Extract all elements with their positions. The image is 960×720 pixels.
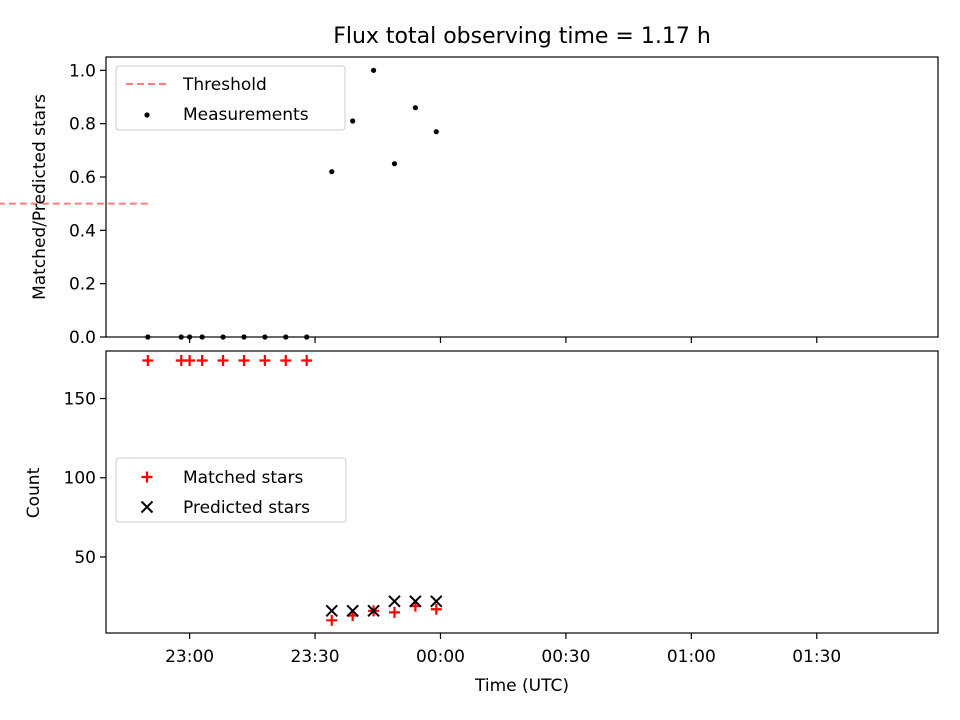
legend-label: Threshold [182,75,267,95]
legend-box [115,65,346,131]
predicted-point [346,604,359,618]
measurement-point [370,67,377,73]
y-tick-label: 0.6 [69,168,96,188]
matched-point [430,603,442,615]
y-tick-label: 0.2 [69,275,96,295]
matched-point [217,355,229,367]
axes-frame [105,350,939,634]
x-tick-label: 01:00 [667,647,716,667]
legend-predicted-swatch [140,500,154,514]
y-axis-label-bottom: Count [24,467,44,518]
y-tick-label: 0.8 [69,115,96,135]
matched-point [259,355,271,367]
predicted-point [367,604,380,618]
measurement-point [350,118,356,124]
matched-point [388,606,400,618]
bottom-panel: 50 100 150 23:00 23:30 00:00 00:30 01:00 01:30 Ma… [64,350,939,667]
predicted-point [430,595,443,608]
top-panel: 0.0 0.2 0.4 0.6 0.8 1.0 Threshold Measurements [0,56,939,348]
y-tick-label: 1.0 [69,61,96,81]
y-tick-label: 50 [74,548,96,568]
legend-label: Matched stars [183,468,303,488]
y-tick-label: 0.4 [69,221,96,241]
matched-point [326,614,338,626]
x-tick-label: 23:00 [165,647,214,667]
measurement-point [412,105,418,111]
chart-title: Flux total observing time = 1.17 h [333,24,711,49]
y-tick-label: 100 [64,469,96,489]
legend-box [115,457,347,523]
x-tick-label: 00:00 [416,647,465,667]
matched-point [280,355,292,367]
matched-point [301,355,313,367]
matched-point [196,355,208,367]
x-tick-label: 00:30 [541,647,590,667]
measurement-point [391,161,398,167]
axes-frame [105,56,939,338]
y-axis-label-top: Matched/Predicted stars [30,94,50,300]
x-tick-label: 23:30 [291,647,340,667]
measurement-point [433,129,439,135]
x-axis-label: Time (UTC) [474,676,569,696]
legend-label: Measurements [183,105,309,125]
legend: Threshold Measurements [115,65,346,131]
y-tick-label: 0.0 [69,328,96,348]
x-tick-label: 01:30 [792,647,841,667]
matched-point [184,355,196,367]
legend-matched-swatch [141,471,153,483]
predicted-point [388,595,401,608]
series-predicted-stars [325,595,443,618]
legend: Matched stars Predicted stars [115,457,347,523]
predicted-point [409,595,422,608]
y-tick-label: 150 [64,390,96,410]
predicted-point [325,604,338,618]
matched-point [142,355,154,367]
legend-label: Predicted stars [183,498,310,518]
matched-point [238,355,250,367]
legend-measurement-swatch [144,112,150,118]
measurement-point [329,169,335,175]
